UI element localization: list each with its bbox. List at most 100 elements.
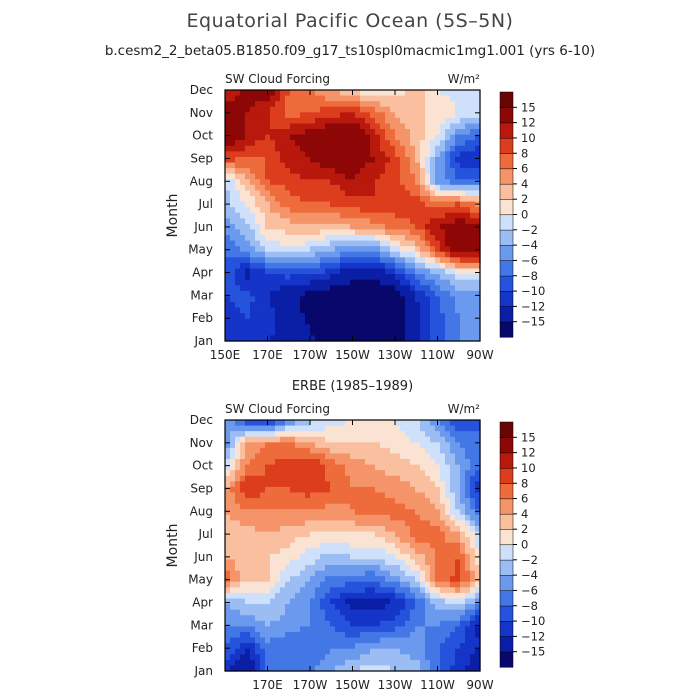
heatmap-cell: [325, 514, 331, 521]
heatmap-cell: [300, 637, 306, 644]
heatmap-cell: [320, 553, 326, 561]
heatmap-cell: [390, 659, 396, 667]
heatmap-cell: [385, 509, 391, 516]
heatmap-cell: [235, 329, 241, 337]
heatmap-cell: [430, 542, 436, 549]
x-tick-label: 170W: [293, 348, 328, 362]
heatmap-cell: [370, 643, 376, 650]
heatmap-cell: [390, 95, 396, 102]
heatmap-cell: [275, 307, 281, 314]
heatmap-cell: [415, 240, 421, 247]
heatmap-cell: [275, 324, 281, 331]
heatmap-cell: [455, 140, 461, 147]
heatmap-cell: [340, 212, 346, 219]
heatmap-cell: [310, 581, 316, 588]
heatmap-cell: [255, 151, 261, 158]
heatmap-cell: [260, 162, 266, 169]
heatmap-cell: [235, 520, 241, 527]
heatmap-cell: [380, 581, 386, 588]
heatmap-cell: [400, 262, 406, 270]
colorbar-label: 10: [521, 131, 536, 145]
heatmap-cell: [365, 464, 371, 471]
heatmap-cell: [375, 626, 381, 633]
heatmap-cell: [250, 106, 256, 113]
heatmap-cell: [350, 520, 356, 527]
heatmap-cell: [315, 598, 321, 605]
heatmap-cell: [460, 290, 466, 297]
heatmap-cell: [340, 637, 346, 644]
heatmap-cell: [285, 481, 291, 488]
heatmap-cell: [375, 609, 381, 616]
heatmap-cell: [465, 548, 471, 555]
heatmap-cell: [375, 307, 381, 314]
heatmap-cell: [320, 620, 326, 627]
heatmap-cell: [360, 581, 366, 588]
heatmap-cell: [235, 464, 241, 471]
heatmap-cell: [250, 307, 256, 314]
heatmap-cell: [455, 525, 461, 533]
heatmap-cell: [365, 604, 371, 611]
heatmap-cell: [355, 173, 361, 180]
heatmap-cell: [240, 123, 246, 130]
heatmap-cell: [435, 537, 441, 544]
heatmap-cell: [410, 195, 416, 203]
heatmap-cell: [450, 498, 456, 505]
heatmap-cell: [245, 140, 251, 147]
heatmap-cell: [425, 425, 431, 432]
heatmap-cell: [350, 447, 356, 455]
heatmap-cell: [315, 570, 321, 577]
heatmap-cell: [300, 290, 306, 297]
heatmap-cell: [415, 514, 421, 521]
heatmap-cell: [395, 581, 401, 588]
heatmap-cell: [265, 592, 271, 600]
heatmap-cell: [270, 145, 276, 152]
heatmap-cell: [260, 520, 266, 527]
heatmap-cell: [470, 503, 476, 510]
heatmap-cell: [290, 659, 296, 667]
heatmap-cell: [270, 95, 276, 102]
heatmap-cell: [240, 251, 246, 258]
heatmap-cell: [450, 537, 456, 544]
heatmap-cell: [390, 453, 396, 460]
heatmap-cell: [395, 587, 401, 594]
heatmap-cell: [415, 659, 421, 667]
heatmap-cell: [425, 235, 431, 242]
heatmap-cell: [250, 140, 256, 147]
heatmap-cell: [270, 106, 276, 113]
heatmap-cell: [260, 313, 266, 320]
heatmap-cell: [250, 592, 256, 600]
heatmap-cell: [240, 420, 246, 427]
heatmap-cell: [400, 442, 406, 449]
heatmap-cell: [440, 195, 446, 203]
heatmap-cell: [445, 212, 451, 219]
heatmap-cell: [235, 184, 241, 191]
heatmap-cell: [260, 335, 266, 342]
heatmap-cell: [245, 576, 251, 583]
heatmap-cell: [365, 301, 371, 309]
heatmap-cell: [430, 615, 436, 622]
heatmap-cell: [295, 90, 301, 97]
heatmap-cell: [270, 486, 276, 494]
heatmap-cell: [400, 335, 406, 342]
heatmap-cell: [300, 665, 306, 672]
heatmap-cell: [230, 262, 236, 270]
heatmap-cell: [355, 101, 361, 108]
heatmap-cell: [395, 207, 401, 214]
heatmap-cell: [355, 565, 361, 572]
heatmap-cell: [325, 542, 331, 549]
heatmap-cell: [315, 425, 321, 432]
heatmap-cell: [420, 335, 426, 342]
heatmap-cell: [360, 565, 366, 572]
heatmap-cell: [340, 470, 346, 477]
heatmap-cell: [235, 581, 241, 588]
heatmap-cell: [355, 123, 361, 130]
heatmap-cell: [345, 531, 351, 538]
heatmap-cell: [460, 179, 466, 186]
heatmap-cell: [475, 168, 481, 175]
heatmap-cell: [340, 313, 346, 320]
heatmap-cell: [410, 262, 416, 270]
heatmap-cell: [360, 106, 366, 113]
heatmap-cell: [355, 459, 361, 466]
heatmap-cell: [445, 168, 451, 175]
heatmap-cell: [315, 223, 321, 231]
